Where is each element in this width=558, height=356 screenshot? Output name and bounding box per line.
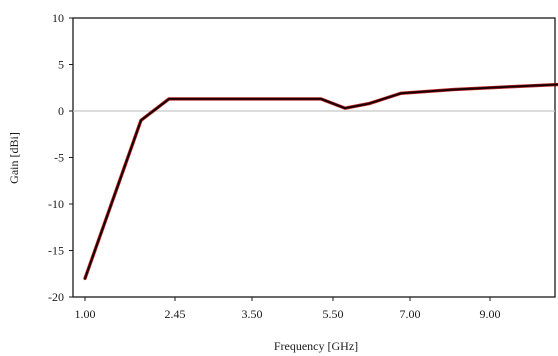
x-tick-label: 1.00 (75, 307, 96, 321)
x-tick-label: 7.00 (400, 307, 421, 321)
x-tick-label: 9.00 (480, 307, 501, 321)
plot-area (72, 17, 556, 298)
y-tick-label: 0 (58, 104, 64, 118)
y-tick-label: -20 (48, 290, 64, 304)
x-tick-label: 3.50 (242, 307, 263, 321)
x-axis-ticks: 1.00 2.45 3.50 5.50 7.00 9.00 (75, 297, 501, 321)
y-tick-label: -15 (48, 244, 64, 258)
series-group (83, 82, 558, 281)
x-axis-label: Frequency [GHz] (274, 339, 358, 353)
x-tick-label: 2.45 (165, 307, 186, 321)
y-tick-label: -10 (48, 197, 64, 211)
y-axis-label: Gain [dBi] (7, 132, 21, 184)
x-tick-label: 5.50 (323, 307, 344, 321)
y-tick-label: -5 (54, 151, 64, 165)
series-line (84, 83, 558, 280)
y-tick-label: 10 (52, 11, 64, 25)
y-axis-ticks: 10 5 0 -5 -10 -15 -20 (48, 11, 73, 304)
y-tick-label: 5 (58, 58, 64, 72)
